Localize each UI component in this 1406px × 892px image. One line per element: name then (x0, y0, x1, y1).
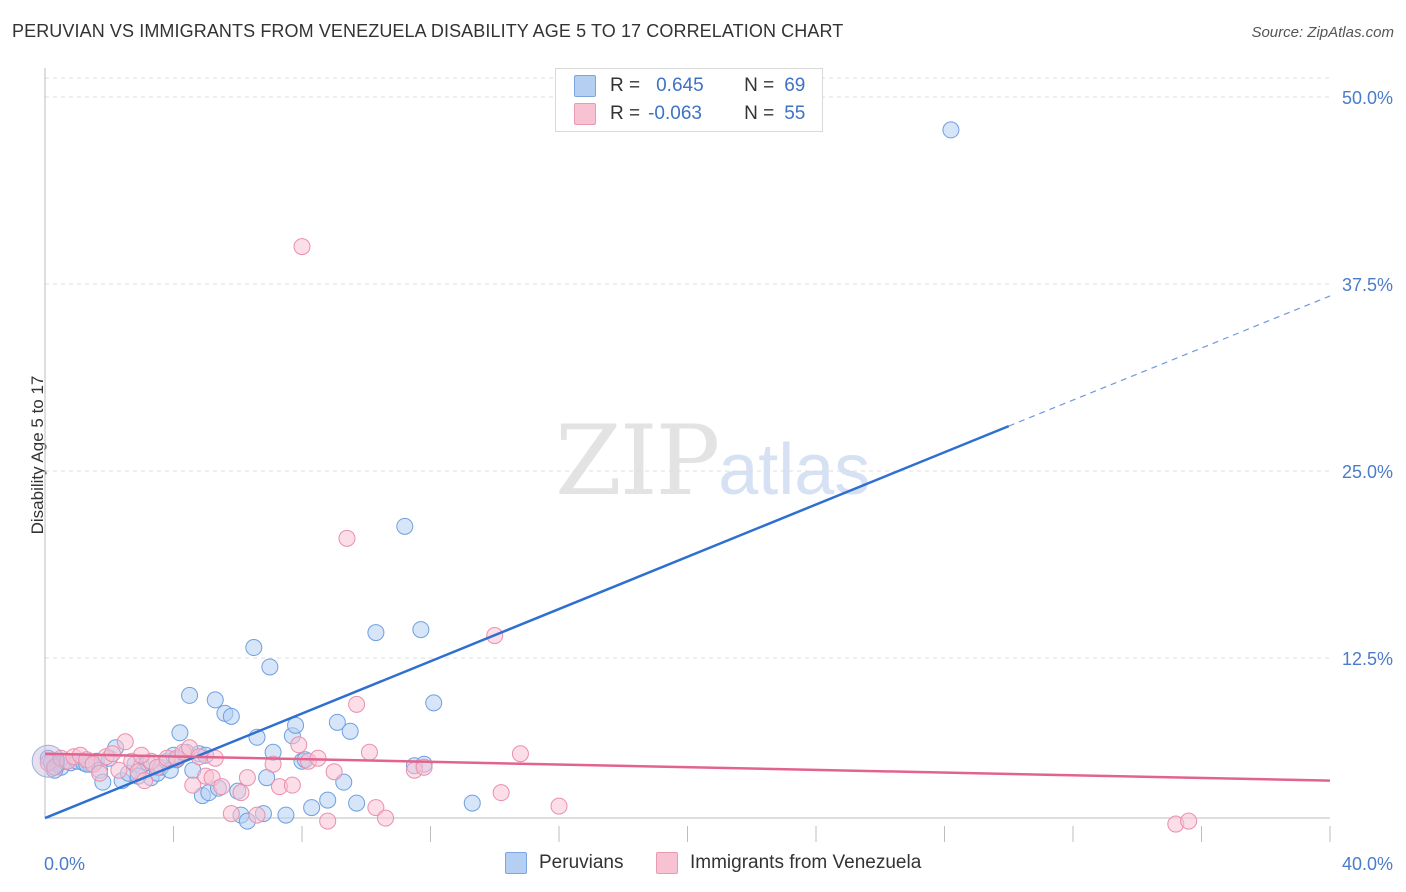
chart-source: Source: ZipAtlas.com (1251, 24, 1394, 41)
series-swatch-venezuela (656, 852, 678, 874)
label-layer: 12.5% 25.0% 37.5% 50.0% 0.0% 40.0% (44, 88, 1393, 874)
peruvians-point (341, 722, 359, 740)
points-layer (31, 121, 1198, 833)
legend-n-value: 55 (784, 103, 806, 124)
peruvians-point (396, 517, 414, 535)
peruvians-point (367, 624, 385, 642)
watermark: ZIPatlas (555, 405, 870, 517)
venezuela-point (184, 776, 202, 794)
peruvians-point (412, 621, 430, 639)
grid-layer (45, 77, 1330, 659)
y-tick-label: 37.5% (1342, 275, 1393, 295)
peruvians-point (245, 639, 263, 657)
venezuela-point (293, 238, 311, 256)
legend-r-label: R = (610, 75, 641, 96)
venezuela-point (325, 763, 343, 781)
peruvians-trendline-extension (1008, 295, 1331, 427)
trend-layer (44, 295, 1331, 820)
venezuela-point (367, 799, 385, 817)
legend-r-value: 0.645 (656, 75, 704, 96)
venezuela-point (116, 733, 134, 751)
axis-layer (44, 68, 1331, 842)
venezuela-trendline (44, 752, 1331, 782)
legend-row-venezuela: R = -0.063 N = 55 (574, 102, 806, 126)
peruvians-point (328, 713, 346, 731)
legend-r-label: R = (610, 103, 641, 124)
series-legend: Peruvians Immigrants from Venezuela (0, 852, 1406, 878)
venezuela-point (264, 755, 282, 773)
peruvians-point (277, 806, 295, 824)
venezuela-point (91, 764, 109, 782)
venezuela-point (550, 797, 568, 815)
x-tick-label: 0.0% (44, 854, 85, 874)
legend-n-label: N = (744, 75, 775, 96)
peruvians-point (206, 691, 224, 709)
venezuela-point (348, 695, 366, 713)
peruvians-point (303, 799, 321, 817)
chart-title: PERUVIAN VS IMMIGRANTS FROM VENEZUELA DI… (12, 21, 844, 41)
venezuela-point (103, 745, 121, 763)
correlation-legend: R = 0.645 N = 69 R = -0.063 N = 55 (555, 68, 823, 132)
venezuela-point (511, 745, 529, 763)
cluster-point (31, 744, 65, 778)
legend-n-label: N = (744, 103, 775, 124)
y-tick-label: 50.0% (1342, 88, 1393, 108)
x-tick-label: 40.0% (1342, 854, 1393, 874)
venezuela-point (415, 758, 433, 776)
series-label-peruvians: Peruvians (539, 852, 624, 873)
venezuela-point (377, 809, 395, 827)
peruvians-point (348, 794, 366, 812)
peruvians-trendline (44, 424, 1010, 820)
peruvians-point (425, 694, 443, 712)
peruvians-point (222, 707, 240, 725)
series-legend-venezuela: Immigrants from Venezuela (656, 852, 921, 874)
peruvians-point (319, 791, 337, 809)
venezuela-point (319, 812, 337, 830)
peruvians-point (181, 686, 199, 704)
legend-r-value: -0.063 (648, 103, 702, 124)
venezuela-point (232, 784, 250, 802)
peruvians-point (261, 658, 279, 676)
y-tick-label: 12.5% (1342, 649, 1393, 669)
legend-row-peruvians: R = 0.645 N = 69 (574, 74, 806, 98)
venezuela-point (248, 806, 266, 824)
venezuela-point (222, 805, 240, 823)
legend-swatch-venezuela (574, 103, 596, 125)
legend-n-value: 69 (784, 75, 806, 96)
venezuela-point (110, 761, 128, 779)
venezuela-point (238, 769, 256, 787)
watermark-zip: ZIP (555, 405, 720, 517)
peruvians-point (171, 724, 189, 742)
series-swatch-peruvians (505, 852, 527, 874)
venezuela-point (360, 743, 378, 761)
venezuela-point (1180, 812, 1198, 830)
venezuela-point (283, 776, 301, 794)
venezuela-point (492, 784, 510, 802)
venezuela-point (290, 736, 308, 754)
venezuela-point (213, 778, 231, 796)
series-legend-peruvians: Peruvians (505, 852, 624, 874)
legend-swatch-peruvians (574, 75, 596, 97)
watermark-atlas: atlas (718, 430, 871, 510)
series-label-venezuela: Immigrants from Venezuela (690, 852, 922, 873)
peruvians-point (463, 794, 481, 812)
peruvians-point (335, 773, 353, 791)
y-tick-label: 25.0% (1342, 462, 1393, 482)
venezuela-point (338, 529, 356, 547)
peruvians-point (942, 121, 960, 139)
